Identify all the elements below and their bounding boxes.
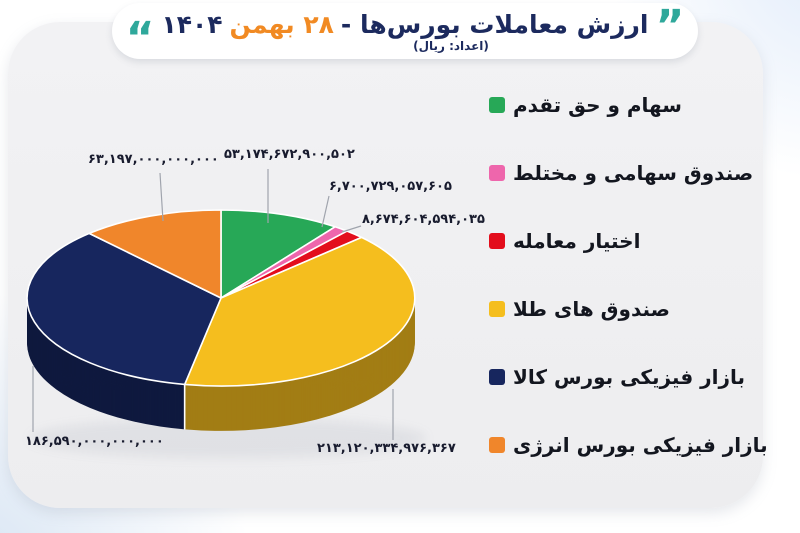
pie-shadow	[30, 418, 426, 458]
value-label-commodity: ۱۸۶,۵۹۰,۰۰۰,۰۰۰,۰۰۰	[25, 434, 164, 449]
legend-swatch-red	[489, 233, 505, 249]
legend-item-energy: بازار فیزیکی بورس انرژی	[489, 432, 768, 458]
legend-swatch-pink	[489, 165, 505, 181]
value-label-mixed-fund: ۶,۷۰۰,۷۲۹,۰۵۷,۶۰۵	[329, 179, 452, 194]
legend-item-options: اختیار معامله	[489, 228, 768, 254]
leader-line-energy	[159, 172, 164, 222]
legend-label: صندوق های طلا	[513, 297, 671, 321]
legend-label: بازار فیزیکی بورس انرژی	[513, 433, 768, 457]
quote-mark-left-icon: “	[125, 12, 155, 64]
unit-note: (اعداد: ریال)	[413, 38, 489, 53]
quote-mark-right-icon: ”	[655, 0, 685, 52]
legend-label: بازار فیزیکی بورس کالا	[513, 365, 746, 389]
leader-lines	[32, 169, 394, 440]
legend-label: اختیار معامله	[513, 229, 641, 253]
pie-3d	[26, 209, 416, 431]
leader-line-mixed-fund	[321, 195, 330, 228]
title-year: ۱۴۰۴	[161, 9, 223, 39]
title-date: ۲۸ بهمن	[229, 9, 334, 39]
value-label-stocks: ۵۳,۱۷۴,۶۷۲,۹۰۰,۵۰۲	[224, 147, 355, 162]
value-label-options: ۸,۶۷۴,۶۰۴,۵۹۴,۰۳۵	[362, 212, 485, 227]
title-text: ارزش معاملات بورس‌ها -	[340, 9, 649, 39]
legend-item-gold: صندوق های طلا	[489, 296, 768, 322]
legend-item-commodity: بازار فیزیکی بورس کالا	[489, 364, 768, 390]
legend-label: صندوق سهامی و مختلط	[513, 161, 754, 185]
page-title: ” ارزش معاملات بورس‌ها - ۲۸ بهمن ۱۴۰۴ “	[126, 0, 685, 60]
value-label-energy: ۶۳,۱۹۷,۰۰۰,۰۰۰,۰۰۰	[88, 152, 219, 167]
leader-line-options	[341, 225, 362, 233]
legend-item-mixed-fund: صندوق سهامی و مختلط	[489, 160, 768, 186]
legend-swatch-green	[489, 97, 505, 113]
legend-swatch-yellow	[489, 301, 505, 317]
legend-swatch-navy	[489, 369, 505, 385]
legend-label: سهام و حق تقدم	[513, 93, 682, 117]
legend-swatch-orange	[489, 437, 505, 453]
legend-item-stocks: سهام و حق تقدم	[489, 92, 768, 118]
value-label-gold: ۲۱۳,۱۲۰,۳۳۴,۹۷۶,۳۶۷	[317, 441, 456, 456]
legend: سهام و حق تقدم صندوق سهامی و مختلط اختیا…	[489, 92, 768, 458]
title-pill: ” ارزش معاملات بورس‌ها - ۲۸ بهمن ۱۴۰۴ “ …	[112, 0, 698, 60]
